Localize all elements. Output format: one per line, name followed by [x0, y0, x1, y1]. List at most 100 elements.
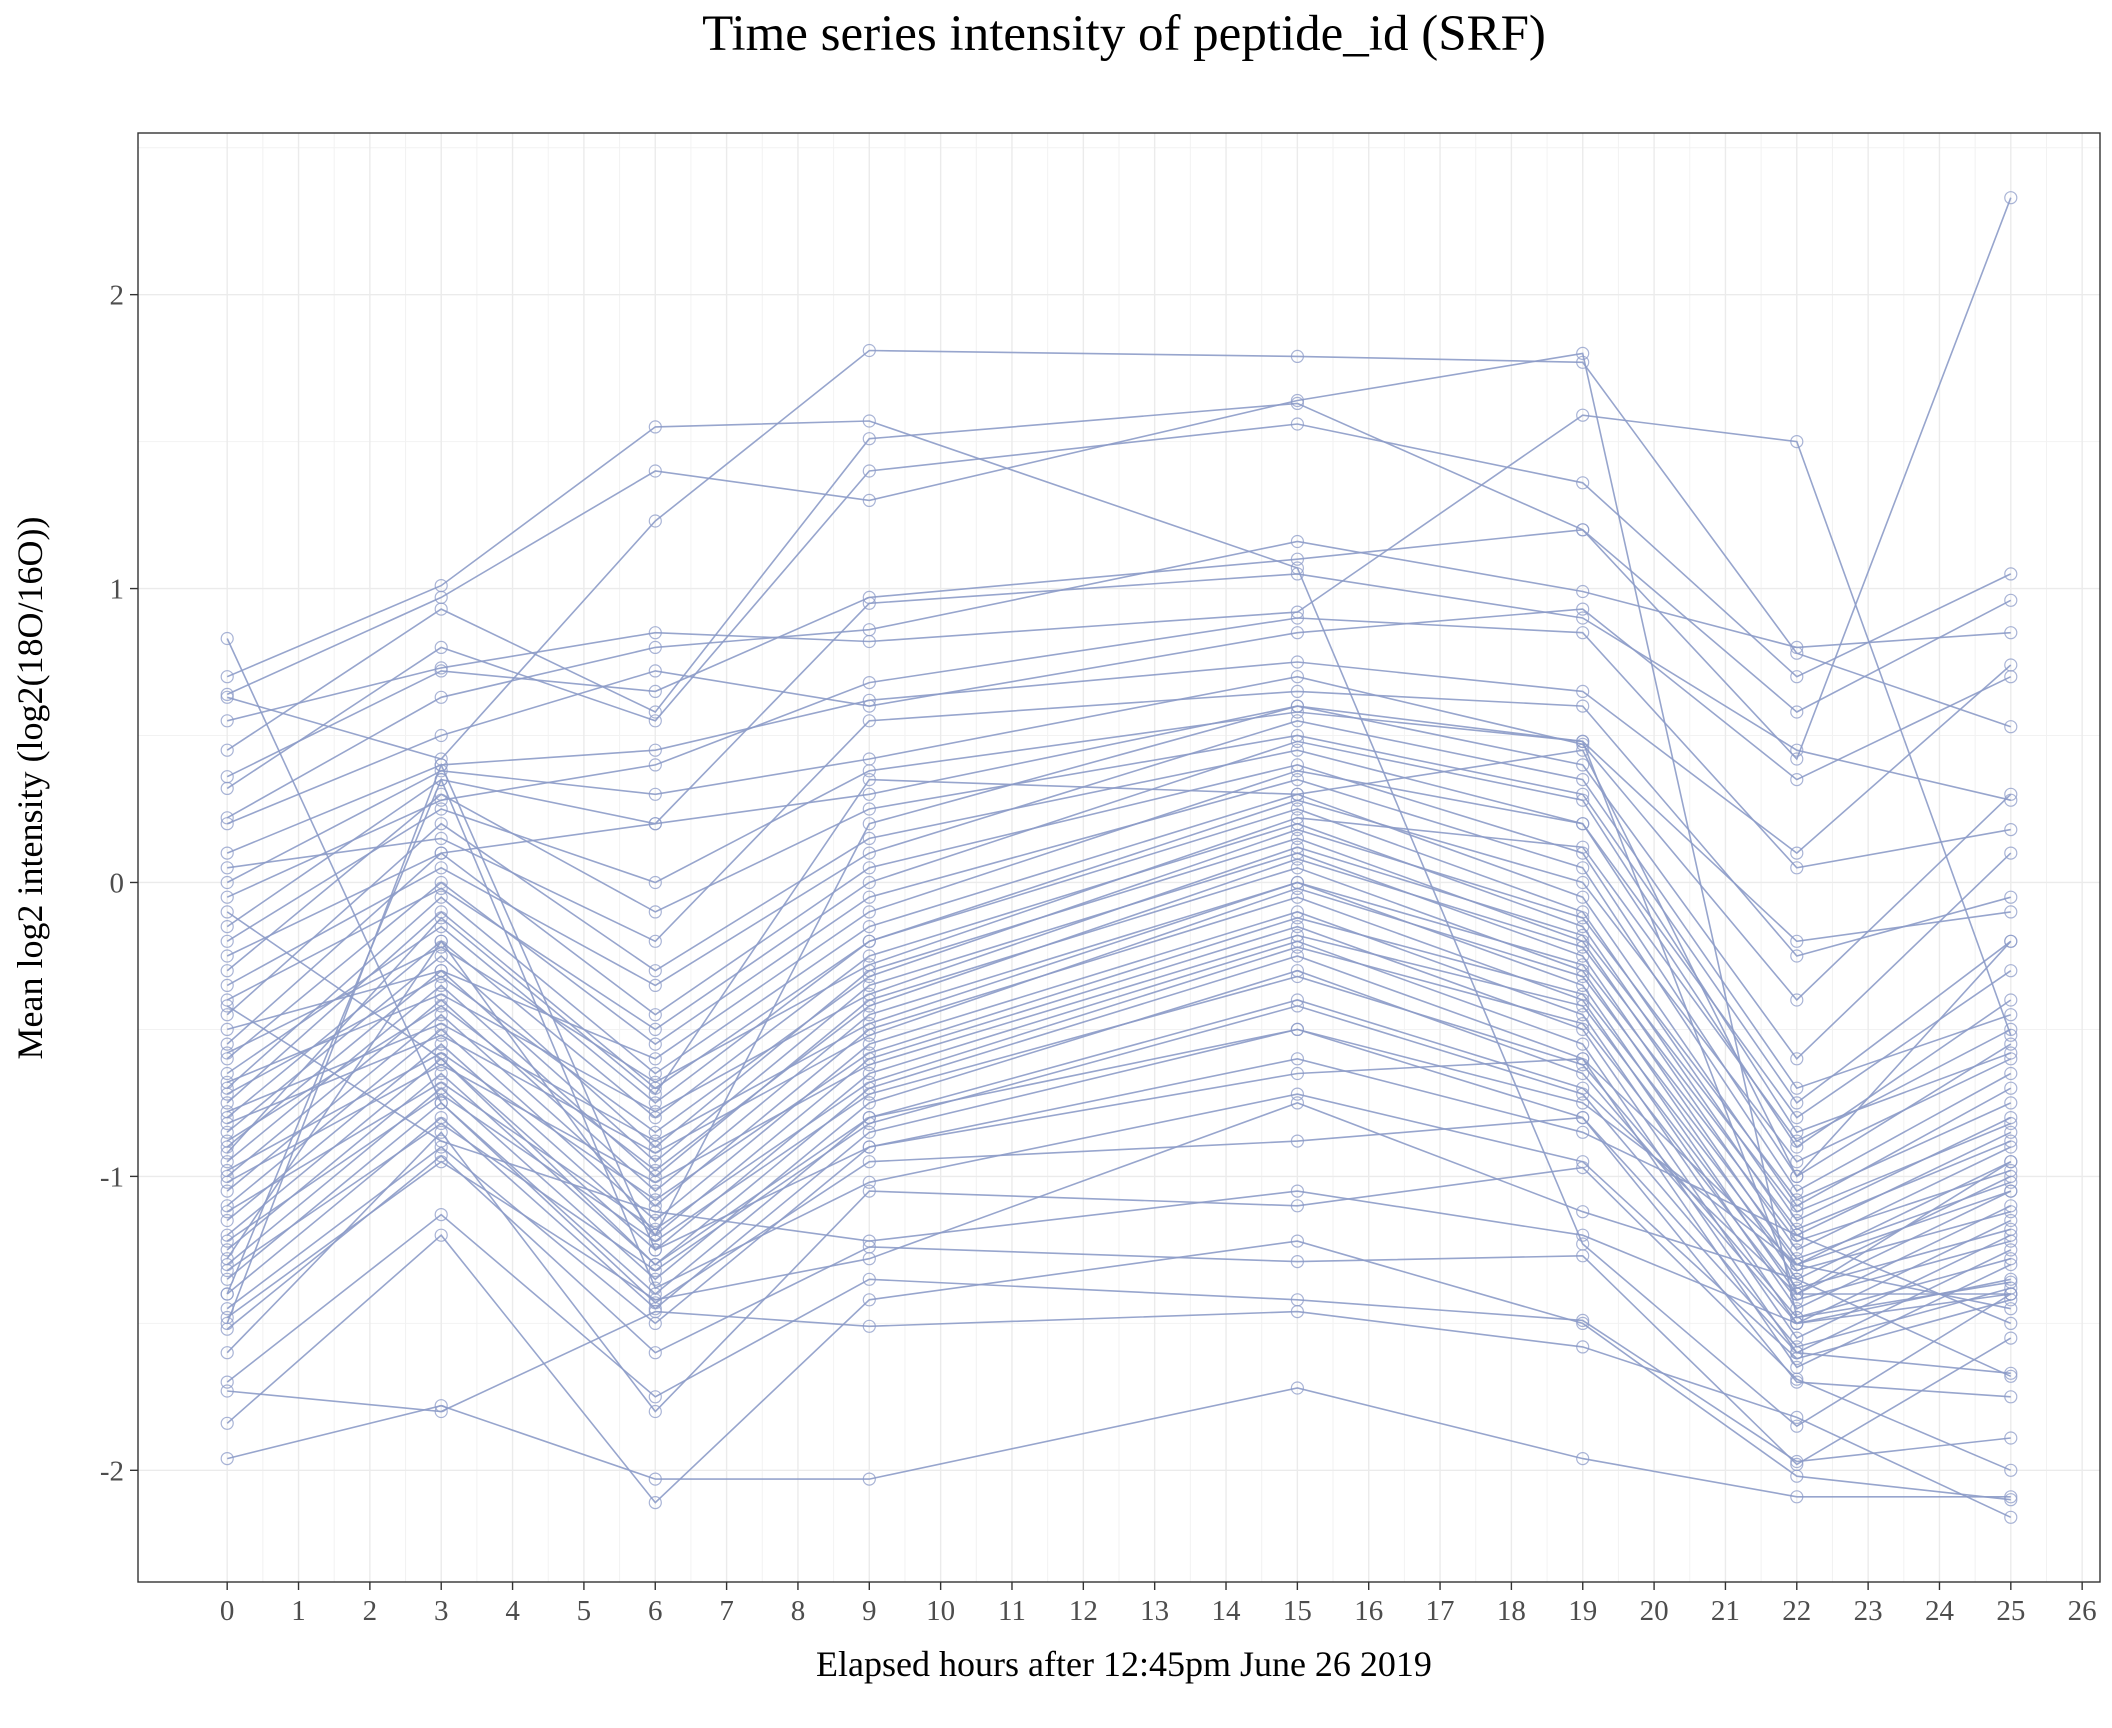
data-point [1290, 999, 1305, 1013]
data-point [1790, 1316, 1804, 1331]
data-point [648, 1257, 662, 1272]
data-point [2004, 793, 2018, 807]
data-point [2004, 1490, 2018, 1504]
data-point [434, 1116, 448, 1131]
data-point [1290, 670, 1305, 684]
x-axis-title: Elapsed hours after 12:45pm June 26 2019 [816, 1644, 1432, 1684]
data-point [862, 1272, 876, 1286]
series-line [226, 911, 2011, 1398]
data-point [220, 934, 234, 948]
series-line [226, 705, 2012, 1296]
data-point [434, 1066, 448, 1081]
data-point [1576, 1125, 1590, 1139]
data-point [434, 1228, 448, 1242]
data-point [1290, 705, 1305, 719]
data-point [862, 772, 876, 787]
data-point [862, 1037, 876, 1051]
series-line [226, 1131, 2012, 1472]
data-point [220, 1205, 234, 1219]
data-point [648, 1022, 662, 1037]
series-line [226, 1213, 2011, 1463]
data-point [220, 1252, 234, 1266]
data-point [862, 978, 876, 993]
data-point [862, 596, 876, 610]
data-point [648, 1390, 662, 1404]
data-point [2004, 1431, 2018, 1445]
data-point [220, 687, 234, 702]
series-line [226, 934, 2012, 1290]
data-point [1790, 1081, 1804, 1095]
y-tick-label: -2 [100, 1455, 124, 1487]
x-tick-label: 19 [1568, 1595, 1597, 1627]
data-point [862, 958, 876, 972]
x-tick-label: 7 [719, 1595, 734, 1627]
series-line [226, 573, 2011, 957]
series-line [226, 769, 2012, 1119]
series-line [226, 887, 2012, 1260]
data-point [434, 1028, 448, 1042]
data-point [220, 743, 234, 757]
data-point [220, 1346, 234, 1360]
series-line [226, 911, 2012, 1325]
series-line [227, 414, 2012, 1036]
data-point [1290, 567, 1305, 581]
data-point [220, 861, 234, 875]
data-point [1576, 611, 1590, 625]
data-point [434, 1037, 448, 1051]
series-group [220, 191, 2018, 1524]
series-59 [220, 772, 2018, 1366]
y-tick-label: -1 [100, 1161, 124, 1193]
series-line [226, 777, 2012, 1360]
data-point [220, 875, 234, 890]
data-point [1290, 1293, 1305, 1307]
data-point [220, 964, 234, 978]
data-point [2004, 1022, 2018, 1037]
data-point [1290, 802, 1305, 816]
data-point [434, 1404, 448, 1419]
series-14 [220, 523, 2018, 784]
data-point [1790, 670, 1804, 684]
data-point [648, 420, 662, 434]
data-point [220, 1184, 234, 1198]
data-point [648, 640, 662, 655]
series-55 [220, 743, 2018, 1184]
data-point [1576, 817, 1590, 831]
data-point [220, 811, 234, 825]
series-line [227, 690, 2012, 957]
data-point [862, 1319, 876, 1333]
data-point [434, 978, 448, 993]
data-point [220, 1199, 234, 1213]
data-point [220, 1022, 234, 1037]
data-point [648, 714, 662, 728]
data-point [862, 802, 876, 816]
series-line [226, 858, 2012, 1231]
data-point [2004, 890, 2018, 904]
data-point [220, 714, 234, 728]
series-line [226, 837, 2012, 1251]
series-line [226, 638, 2011, 1375]
data-point [2004, 626, 2018, 640]
data-point [2004, 1155, 2018, 1169]
x-tick-label: 14 [1212, 1595, 1242, 1627]
data-point [648, 787, 662, 801]
data-point [1576, 1110, 1590, 1125]
data-point [434, 1096, 448, 1110]
data-point [1790, 1375, 1804, 1389]
data-point [1290, 919, 1305, 934]
data-point [862, 1096, 876, 1110]
data-point [220, 1075, 234, 1089]
data-point [220, 1375, 234, 1389]
series-line [226, 608, 2012, 825]
data-point [434, 1155, 448, 1169]
data-point [1290, 611, 1305, 625]
series-62 [220, 1096, 2018, 1383]
data-point [862, 787, 876, 801]
data-point [1576, 772, 1590, 787]
data-point [862, 714, 876, 728]
data-point [862, 1252, 876, 1266]
data-point [220, 846, 234, 860]
series-15 [220, 534, 2018, 825]
data-point [648, 758, 662, 772]
series-line [226, 822, 2012, 1237]
data-point [1790, 1272, 1804, 1286]
